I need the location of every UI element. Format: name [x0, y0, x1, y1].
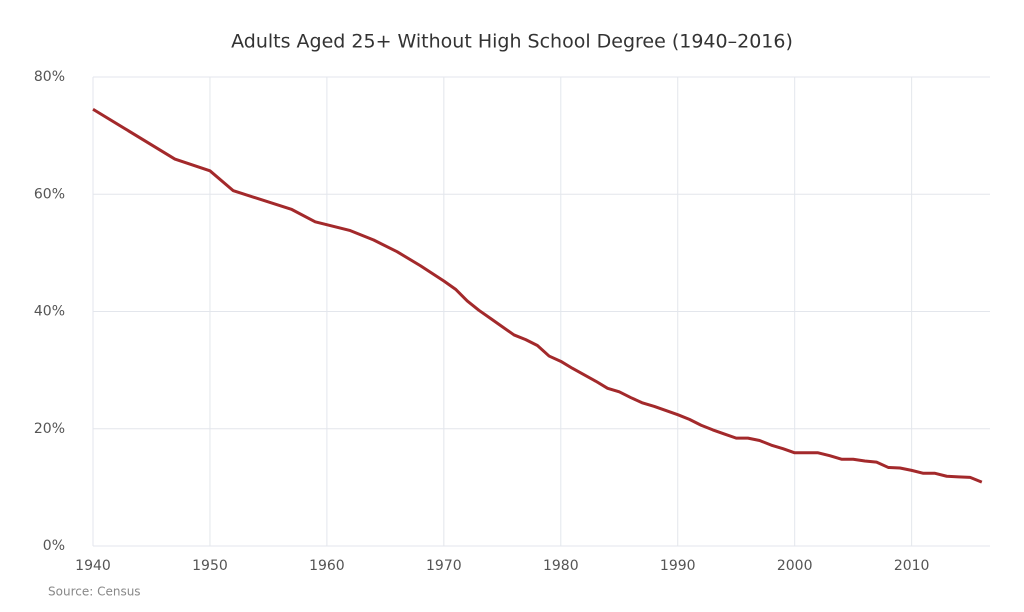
x-tick-label: 2000: [777, 558, 813, 574]
data-line: [92, 107, 983, 484]
x-tick-label: 1960: [309, 558, 345, 574]
chart-title: Adults Aged 25+ Without High School Degr…: [231, 31, 793, 53]
x-tick-label: 1990: [660, 558, 696, 574]
y-tick-label: 40%: [34, 304, 65, 320]
x-tick-label: 1970: [426, 558, 462, 574]
x-tick-label: 2010: [894, 558, 930, 574]
y-tick-label: 80%: [34, 69, 65, 85]
y-tick-label: 60%: [34, 186, 65, 202]
x-tick-label: 1980: [543, 558, 579, 574]
y-tick-label: 0%: [43, 538, 65, 554]
x-tick-label: 1940: [75, 558, 111, 574]
y-tick-label: 20%: [34, 421, 65, 437]
x-tick-label: 1950: [192, 558, 228, 574]
source-note: Source: Census: [48, 585, 141, 599]
